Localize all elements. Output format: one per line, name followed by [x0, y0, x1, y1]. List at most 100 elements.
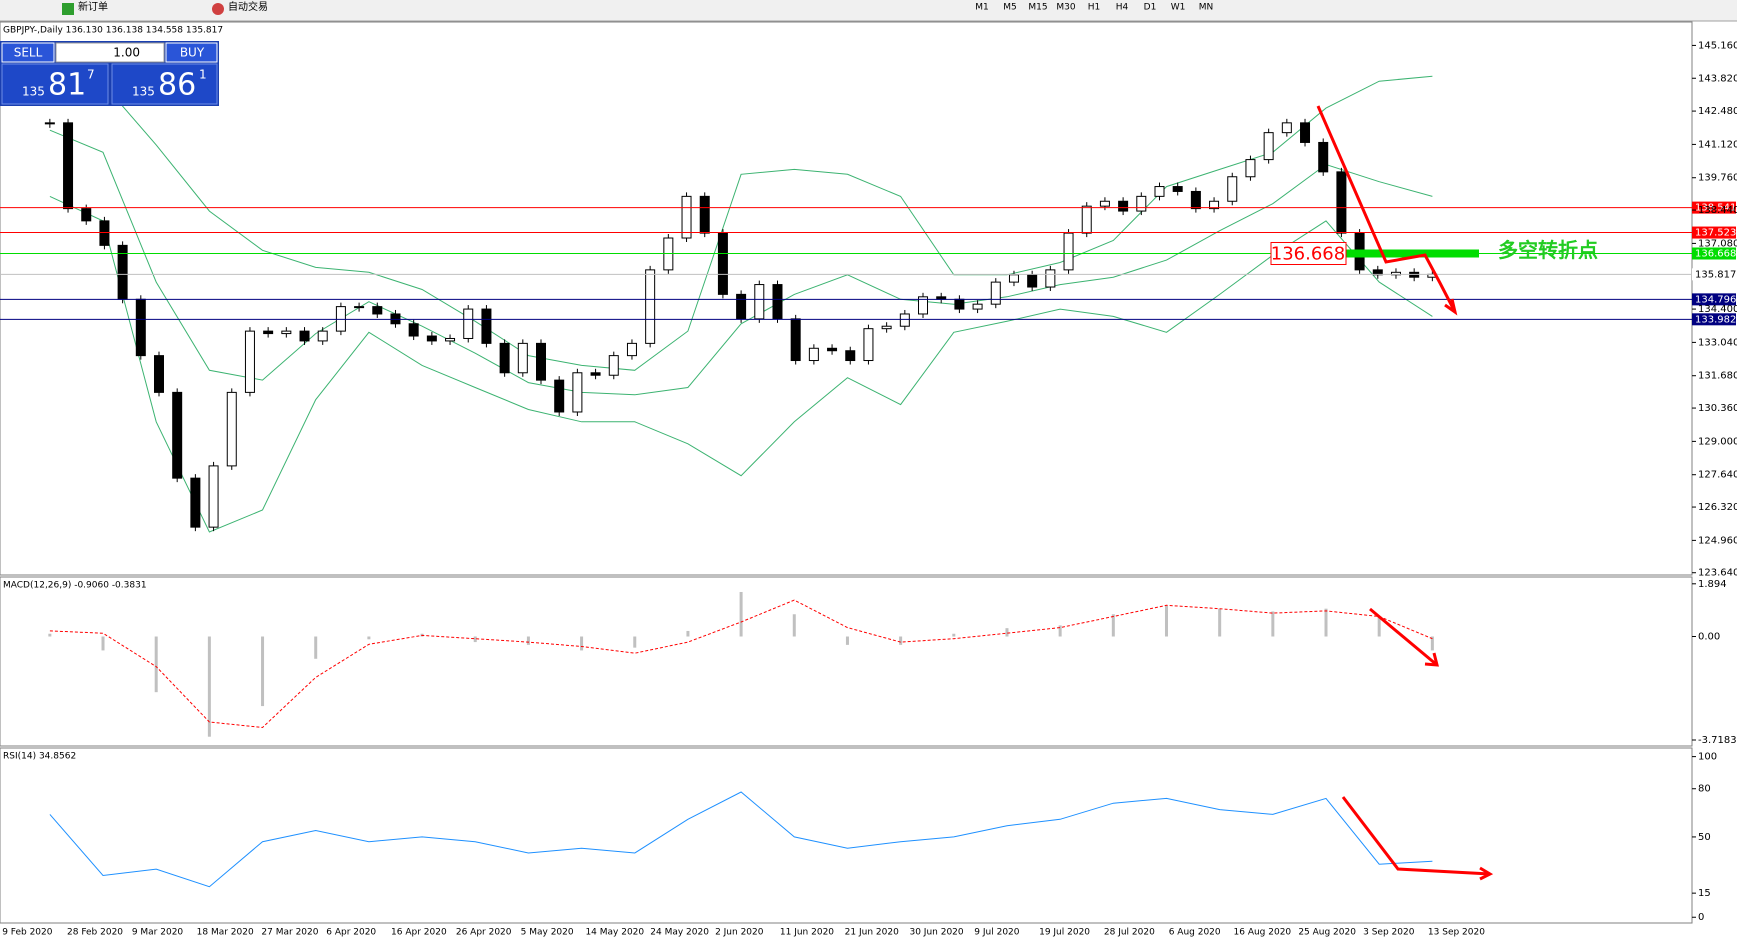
panel-title: MACD(12,26,9) -0.9060 -0.3831 — [3, 581, 147, 591]
candle — [1063, 232, 1074, 271]
timeframe-button[interactable]: MN — [1199, 3, 1214, 13]
macd-bar — [899, 636, 903, 645]
candle — [244, 330, 255, 393]
new-order-icon[interactable] — [62, 3, 74, 15]
timeframe-button[interactable]: D1 — [1144, 3, 1157, 13]
candle — [354, 306, 365, 309]
auto-trading-icon[interactable] — [212, 3, 224, 15]
candle — [1336, 171, 1347, 234]
price-level-label: 135.817 — [1695, 269, 1736, 280]
x-tick-label: 21 Jun 2020 — [845, 928, 899, 938]
macd-bar — [633, 636, 637, 648]
turning-zone — [1346, 249, 1479, 258]
price-callout: 136.668 — [1271, 243, 1345, 264]
macd-bar — [526, 636, 530, 645]
y-tick-label: 15 — [1698, 888, 1711, 899]
y-tick-label: 124.960 — [1698, 535, 1737, 546]
arrows — [1316, 105, 1494, 881]
candle — [499, 342, 510, 374]
candle — [590, 372, 601, 376]
candle — [190, 477, 201, 528]
candle — [754, 284, 765, 320]
y-tick-label: 0.00 — [1698, 632, 1720, 643]
lot-value[interactable]: 1.00 — [113, 46, 140, 60]
candle — [1027, 274, 1038, 288]
candle — [827, 347, 838, 352]
timeframe-button[interactable]: M5 — [1003, 3, 1017, 13]
y-tick-label: 134.400 — [1698, 304, 1737, 315]
candle — [681, 195, 692, 239]
y-tick-label: 126.320 — [1698, 502, 1737, 513]
ask-small: 1 — [199, 68, 207, 82]
macd-bar — [101, 636, 105, 651]
price-level-label: 138.541 — [1695, 203, 1736, 214]
macd-bar — [686, 630, 690, 637]
timeframe-button[interactable]: M15 — [1028, 3, 1047, 13]
x-tick-label: 28 Jul 2020 — [1104, 928, 1155, 938]
macd-bar — [580, 636, 584, 651]
bid-box[interactable] — [1, 63, 109, 105]
macd-bar — [739, 591, 743, 637]
macd-bar — [367, 636, 371, 640]
x-tick-label: 30 Jun 2020 — [909, 928, 963, 938]
candle — [808, 347, 819, 362]
candle — [1118, 200, 1129, 212]
candle — [1154, 186, 1165, 197]
candle — [226, 391, 237, 467]
candle — [1245, 159, 1256, 178]
x-tick-label: 3 Sep 2020 — [1363, 928, 1415, 938]
price-arrow — [1316, 105, 1457, 313]
y-tick-label: -3.7183 — [1698, 735, 1737, 746]
y-tick-label: 127.640 — [1698, 470, 1737, 481]
y-tick-label: 1.894 — [1698, 579, 1727, 590]
macd-bar — [1324, 608, 1328, 637]
timeframe-button[interactable]: H4 — [1116, 3, 1129, 13]
macd-bar — [314, 636, 318, 659]
macd-bar — [1271, 611, 1275, 637]
price-level-label: 133.982 — [1695, 314, 1736, 325]
x-tick-label: 25 Aug 2020 — [1298, 928, 1356, 938]
candle — [736, 293, 747, 320]
candle — [81, 208, 92, 222]
buy-button[interactable] — [165, 42, 218, 63]
candle — [863, 328, 874, 362]
macd-bar — [1111, 614, 1115, 637]
x-tick-label: 16 Apr 2020 — [391, 928, 447, 938]
timeframe-button[interactable]: W1 — [1171, 3, 1186, 13]
sell-button[interactable] — [1, 42, 55, 63]
y-tick-label: 142.480 — [1698, 106, 1737, 117]
price-level-tag — [1692, 268, 1736, 281]
y-tick-label: 139.760 — [1698, 173, 1737, 184]
y-tick-label: 0 — [1698, 912, 1704, 923]
auto-trading-button[interactable]: 自动交易 — [228, 0, 268, 13]
new-order-button[interactable]: 新订单 — [78, 0, 108, 13]
candle — [172, 391, 183, 479]
price-level-tag — [1692, 313, 1736, 326]
price-callout-box — [1270, 241, 1347, 265]
candle — [1045, 269, 1056, 288]
candle — [426, 335, 437, 342]
candle — [772, 284, 783, 320]
candle — [554, 379, 565, 413]
ask-box[interactable] — [111, 63, 218, 105]
macd-bar — [1005, 628, 1009, 637]
bollinger-band — [49, 66, 1433, 371]
x-tick-label: 16 Aug 2020 — [1234, 928, 1292, 938]
lot-input[interactable] — [55, 42, 165, 63]
candle — [299, 330, 310, 342]
candle — [536, 342, 547, 381]
candle — [208, 465, 219, 528]
x-tick-label: 19 Jul 2020 — [1039, 928, 1090, 938]
x-tick-label: 14 May 2020 — [585, 928, 644, 938]
y-tick-label: 80 — [1698, 784, 1711, 795]
sell-label[interactable]: SELL — [14, 46, 43, 60]
timeframe-button[interactable]: H1 — [1088, 3, 1101, 13]
macd-signal — [49, 599, 1433, 729]
candle — [918, 296, 929, 315]
buy-label[interactable]: BUY — [180, 46, 205, 60]
timeframe-button[interactable]: M30 — [1056, 3, 1075, 13]
candle — [1281, 122, 1292, 134]
x-tick-label: 26 Apr 2020 — [456, 928, 512, 938]
timeframe-button[interactable]: M1 — [975, 3, 989, 13]
y-tick-label: 143.820 — [1698, 73, 1737, 84]
